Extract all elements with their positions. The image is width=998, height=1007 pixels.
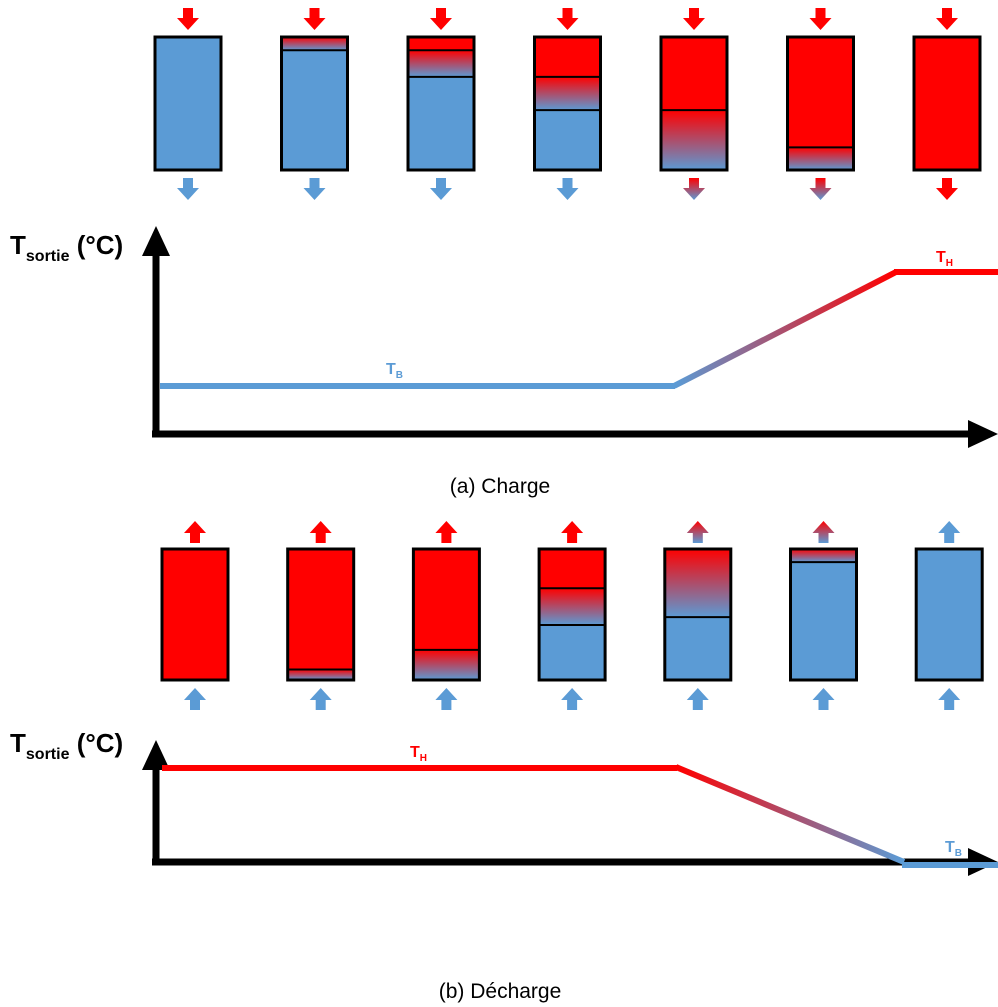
decharge-outlet-arrow-2: [309, 521, 332, 543]
charge-tank-2: [280, 35, 349, 172]
charge-label-high: TH: [936, 249, 953, 269]
decharge-inlet-arrow-2: [309, 688, 332, 710]
charge-tank-4-hot-zone: [534, 37, 601, 77]
charge-tank-4: [533, 35, 602, 172]
charge-plot: Tsortie (°C) TH TB: [10, 226, 998, 448]
charge-outlet-arrow-5: [683, 178, 705, 200]
charge-inlet-arrow-6: [809, 8, 832, 30]
charge-tank-2-cold-zone: [281, 37, 348, 170]
charge-line-ramp: [672, 269, 898, 389]
charge-inlet-arrow-1: [177, 8, 199, 30]
decharge-tank-7: [914, 547, 984, 682]
charge-tank-3-outline: [406, 35, 476, 172]
decharge-tank-2-outline: [286, 547, 356, 682]
decharge-tank-3-gradient-zone: [413, 649, 480, 680]
charge-tank-1-cold-zone: [155, 37, 221, 170]
charge-tank-2-outline: [280, 35, 349, 172]
decharge-label-low: TB: [945, 839, 962, 859]
decharge-tank-6-cold-zone: [790, 549, 857, 680]
decharge-tank-4-hot-zone: [539, 549, 606, 589]
decharge-inlet-arrow-1: [184, 688, 206, 710]
decharge-tank-2: [286, 547, 356, 682]
charge-label-low: TB: [386, 361, 403, 381]
decharge-label-high: TH: [410, 744, 427, 764]
decharge-tank-7-cold-zone: [916, 549, 983, 680]
charge-tank-6: [786, 35, 855, 172]
decharge-outlet-arrow-1: [184, 521, 206, 543]
charge-y-axis-label: Tsortie (°C): [10, 230, 123, 265]
decharge-inlet-arrow-3: [435, 688, 458, 710]
charge-tank-7-hot-zone: [914, 37, 980, 170]
charge-outlet-arrow-7: [936, 178, 958, 200]
charge-x-axis-arrowhead: [968, 420, 998, 448]
decharge-tank-1-outline: [160, 547, 230, 682]
charge-tank-7: [912, 35, 982, 172]
charge-outlet-arrow-4: [556, 178, 579, 200]
charge-tank-3-gradient-zone: [408, 50, 474, 77]
charge-tank-5-outline: [659, 35, 729, 172]
decharge-tank-4-outline: [537, 547, 607, 682]
decharge-tank-4: [537, 547, 607, 682]
decharge-tank-4-gradient-zone: [539, 588, 606, 625]
decharge-tank-5-gradient-zone: [664, 549, 731, 618]
charge-tank-7-outline: [912, 35, 982, 172]
charge-tank-3: [406, 35, 476, 172]
decharge-tank-row: [160, 521, 984, 710]
charge-outlet-arrow-3: [430, 178, 452, 200]
charge-tank-6-gradient-zone: [787, 147, 854, 170]
decharge-inlet-arrow-4: [561, 688, 584, 710]
charge-tank-5-gradient-zone: [661, 110, 727, 170]
charge-panel: Tsortie (°C) TH TB (a) Charge: [10, 8, 998, 498]
charge-tank-5: [659, 35, 729, 172]
charge-caption: (a) Charge: [450, 475, 550, 498]
decharge-tank-1-hot-zone: [162, 549, 228, 680]
decharge-inlet-arrow-7: [938, 688, 961, 710]
charge-tank-3-hot-zone: [408, 37, 474, 51]
decharge-line-ramp: [674, 764, 906, 865]
decharge-outlet-arrow-5: [686, 521, 709, 543]
charge-inlet-arrow-7: [936, 8, 958, 30]
decharge-caption: (b) Décharge: [439, 980, 562, 1003]
charge-inlet-arrow-3: [430, 8, 452, 30]
charge-tank-2-gradient-zone: [281, 37, 348, 51]
charge-tank-1: [153, 35, 223, 172]
decharge-tank-2-gradient-zone: [287, 669, 354, 680]
decharge-plot: Tsortie (°C) TH TB: [10, 728, 998, 876]
decharge-outlet-arrow-7: [938, 521, 961, 543]
decharge-tank-7-outline: [914, 547, 984, 682]
decharge-tank-5: [663, 547, 733, 682]
charge-tank-6-outline: [786, 35, 855, 172]
decharge-inlet-arrow-6: [812, 688, 835, 710]
charge-inlet-arrow-5: [683, 8, 705, 30]
decharge-tank-5-outline: [663, 547, 733, 682]
charge-tank-4-outline: [533, 35, 602, 172]
charge-tank-1-outline: [153, 35, 223, 172]
decharge-tank-6-gradient-zone: [790, 549, 857, 563]
decharge-y-axis-label: Tsortie (°C): [10, 728, 123, 763]
decharge-inlet-arrow-5: [686, 688, 709, 710]
charge-outlet-arrow-6: [809, 178, 832, 200]
charge-y-axis-arrowhead: [142, 226, 170, 256]
charge-tank-6-hot-zone: [787, 37, 854, 148]
decharge-tank-6-outline: [789, 547, 858, 682]
charge-tank-row: [153, 8, 982, 200]
charge-tank-4-gradient-zone: [534, 76, 601, 111]
decharge-outlet-arrow-6: [812, 521, 835, 543]
charge-outlet-arrow-2: [303, 178, 326, 200]
decharge-outlet-arrow-4: [561, 521, 584, 543]
charge-outlet-arrow-1: [177, 178, 199, 200]
decharge-tank-3: [411, 547, 481, 682]
decharge-outlet-arrow-3: [435, 521, 458, 543]
charge-inlet-arrow-4: [556, 8, 579, 30]
decharge-tank-6: [789, 547, 858, 682]
decharge-panel: Tsortie (°C) TH TB (b) Décharge: [10, 521, 998, 1003]
decharge-tank-3-outline: [411, 547, 481, 682]
charge-tank-5-hot-zone: [661, 37, 727, 111]
decharge-y-axis-arrowhead: [142, 740, 170, 770]
decharge-tank-3-hot-zone: [413, 549, 480, 650]
decharge-tank-1: [160, 547, 230, 682]
charge-inlet-arrow-2: [303, 8, 326, 30]
decharge-tank-2-hot-zone: [287, 549, 354, 670]
